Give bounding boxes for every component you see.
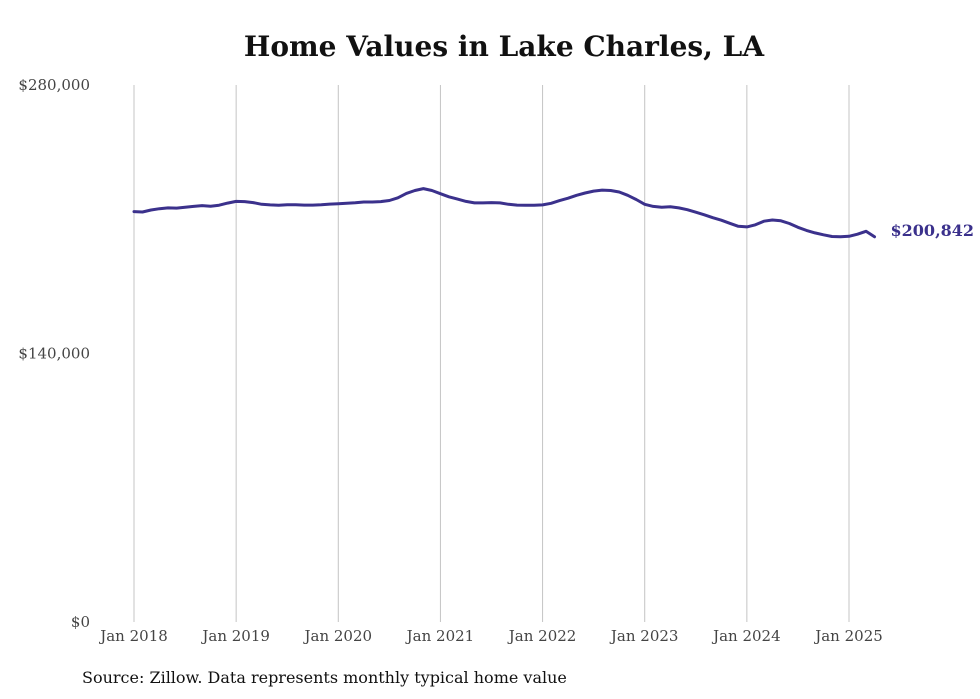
source-note: Source: Zillow. Data represents monthly … xyxy=(82,668,567,687)
x-tick-label: Jan 2025 xyxy=(813,627,883,645)
y-tick-label: $0 xyxy=(71,613,90,631)
x-tick-label: Jan 2024 xyxy=(711,627,781,645)
chart-title: Home Values in Lake Charles, LA xyxy=(243,30,765,63)
x-tick-label: Jan 2020 xyxy=(303,627,373,645)
x-tick-label: Jan 2018 xyxy=(98,627,168,645)
series-line xyxy=(132,187,876,239)
x-tick-label: Jan 2021 xyxy=(405,627,475,645)
y-tick-label: $140,000 xyxy=(18,345,90,363)
end-value-label: $200,842 xyxy=(891,221,975,240)
y-tick-label: $280,000 xyxy=(18,76,90,94)
x-tick-label: Jan 2022 xyxy=(507,627,577,645)
x-tick-label: Jan 2023 xyxy=(609,627,679,645)
x-tick-label: Jan 2019 xyxy=(200,627,270,645)
